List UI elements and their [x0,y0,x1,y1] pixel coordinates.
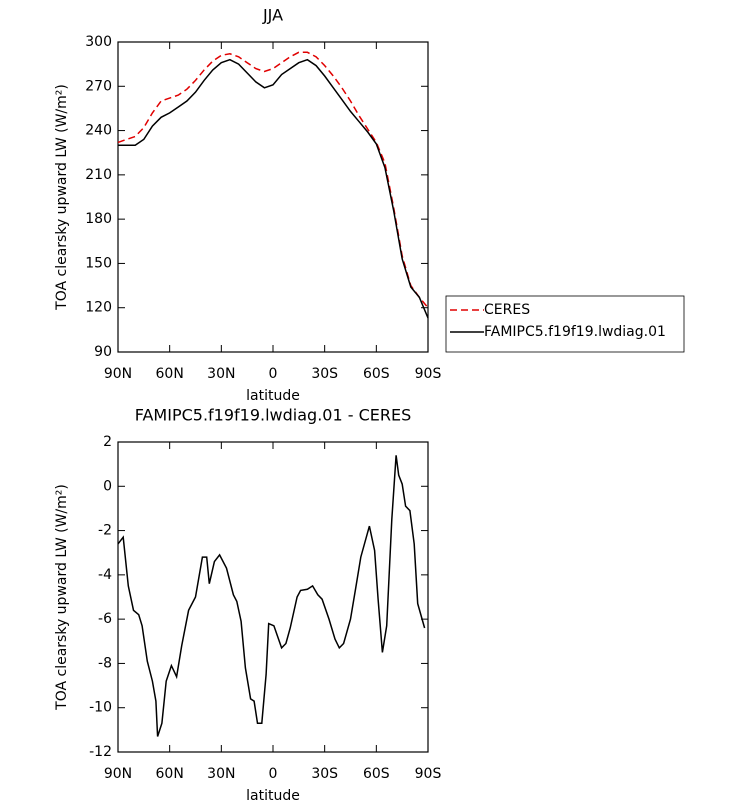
x-tick-label: 90N [104,366,132,382]
x-tick-label: 90N [104,766,132,782]
y-tick-label: 2 [103,434,112,450]
y-tick-label: 120 [85,300,112,316]
x-tick-label: 30S [311,366,338,382]
y-tick-label: -6 [98,611,112,627]
x-tick-label: 90S [415,366,442,382]
y-tick-label: -10 [89,700,112,716]
data-line [118,58,429,319]
y-tick-label: 270 [85,78,112,94]
data-line [117,51,429,309]
y-axis-label: TOA clearsky upward LW (W/m²) [54,484,70,711]
y-tick-label: 90 [94,344,112,360]
legend-label: CERES [484,302,530,318]
data-line [117,455,426,737]
x-tick-label: 90S [415,766,442,782]
chart-title: JJA [262,6,283,25]
y-tick-label: 240 [85,123,112,139]
y-tick-label: 150 [85,255,112,271]
y-axis-label: TOA clearsky upward LW (W/m²) [54,84,70,311]
plot-frame [117,41,429,353]
legend-label: FAMIPC5.f19f19.lwdiag.01 [484,324,666,340]
x-tick-label: 30N [207,366,235,382]
x-tick-label: 60N [156,766,184,782]
x-tick-label: 60N [156,366,184,382]
chart-title: FAMIPC5.f19f19.lwdiag.01 - CERES [135,406,412,425]
y-tick-label: -4 [98,567,112,583]
x-axis-label: latitude [246,788,300,804]
x-tick-label: 30S [311,766,338,782]
x-tick-label: 60S [363,766,390,782]
x-tick-label: 60S [363,366,390,382]
y-tick-label: 210 [85,167,112,183]
y-tick-label: 180 [85,211,112,227]
y-tick-label: -12 [89,744,112,760]
x-tick-label: 0 [269,766,278,782]
x-axis-label: latitude [246,388,300,404]
y-tick-label: -8 [98,655,112,671]
legend-box [445,295,685,353]
y-tick-label: -2 [98,523,112,539]
plot-frame [117,441,429,753]
y-tick-label: 300 [85,34,112,50]
x-tick-label: 0 [269,366,278,382]
x-tick-label: 30N [207,766,235,782]
y-tick-label: 0 [103,478,112,494]
